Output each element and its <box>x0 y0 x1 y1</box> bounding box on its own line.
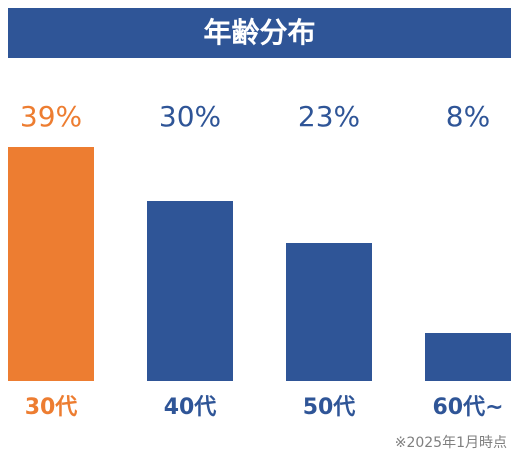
chart-title: 年齢分布 <box>203 16 315 49</box>
bar <box>286 243 372 381</box>
value-label: 30% <box>159 100 221 133</box>
value-label: 39% <box>20 100 82 133</box>
x-tick-label: 60代~ <box>432 395 503 420</box>
bar <box>8 147 94 381</box>
title-banner <box>8 8 511 58</box>
bar <box>425 333 511 381</box>
value-label: 8% <box>446 100 490 133</box>
x-tick-label: 40代 <box>164 395 217 420</box>
x-tick-label: 50代 <box>303 395 356 420</box>
footnote: ※2025年1月時点 <box>395 435 507 451</box>
bar <box>147 201 233 381</box>
x-tick-label: 30代 <box>25 395 78 420</box>
value-label: 23% <box>298 100 360 133</box>
